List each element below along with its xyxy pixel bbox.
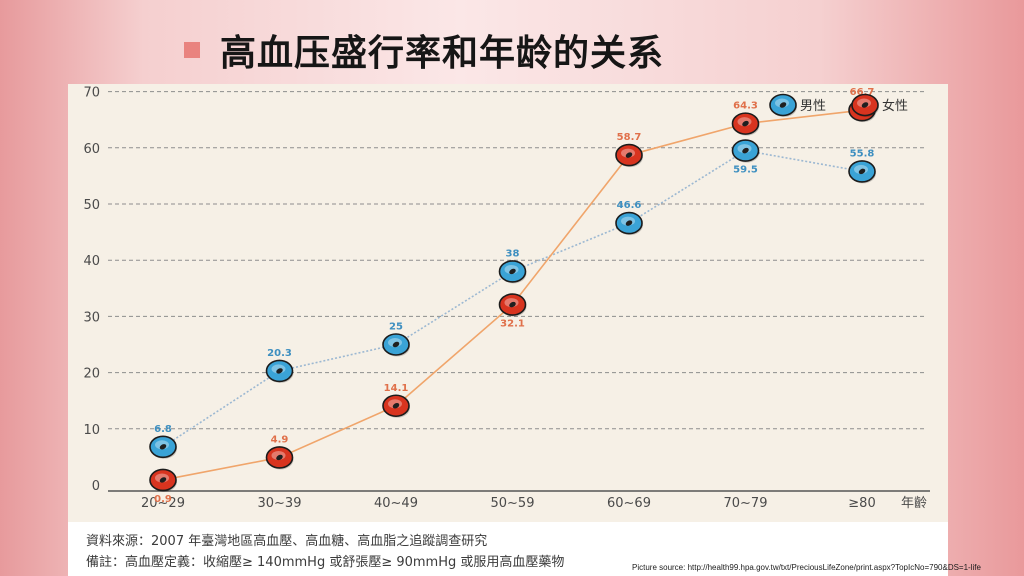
male-data-point <box>615 211 643 236</box>
data-label: 4.9 <box>271 434 289 445</box>
data-label: 38 <box>506 248 520 259</box>
female-data-point <box>149 468 177 492</box>
data-label: 66.7 <box>850 87 875 98</box>
chart-panel: 0102030405060708020~2930~3940~4950~5960~… <box>68 84 948 576</box>
data-label: 46.6 <box>617 200 642 211</box>
male-data-point <box>848 160 876 184</box>
y-tick-label: 10 <box>83 423 100 438</box>
female-data-point <box>382 394 410 418</box>
data-label: 32.1 <box>500 319 525 330</box>
x-tick-label: 30~39 <box>258 496 302 511</box>
male-data-point <box>382 333 410 357</box>
source-line: 資料來源：2007 年臺灣地區高血壓、高血糖、高血脂之追蹤調查研究 <box>86 534 488 549</box>
x-tick-label: ≥80 <box>848 496 875 511</box>
y-tick-label: 20 <box>83 367 100 382</box>
data-label: 59.5 <box>733 165 758 176</box>
data-label: 25 <box>389 322 403 333</box>
male-data-point <box>149 435 177 459</box>
x-tick-label: 50~59 <box>491 496 535 511</box>
data-label: 20.3 <box>267 348 292 359</box>
legend-male-icon <box>769 93 797 117</box>
female-data-point <box>498 293 527 317</box>
male-data-point <box>731 139 760 163</box>
y-tick-label: 60 <box>83 142 100 157</box>
legend-label: 男性 <box>800 99 826 114</box>
y-tick-label: 40 <box>83 254 100 269</box>
data-label: 64.3 <box>733 101 758 112</box>
x-axis-label: 年齡 <box>901 496 927 511</box>
male-data-point <box>265 359 294 383</box>
data-label: 55.8 <box>850 148 875 159</box>
title-bullet-icon <box>184 42 200 58</box>
picture-credit: Picture source: http://health99.hpa.gov.… <box>632 563 981 572</box>
female-data-point <box>615 143 643 168</box>
x-tick-label: 40~49 <box>374 496 418 511</box>
definition-line: 備註：高血壓定義：收縮壓≥ 140mmHg 或舒張壓≥ 90mmHg 或服用高血… <box>86 555 565 570</box>
x-tick-label: 60~69 <box>607 496 651 511</box>
legend-female-icon <box>851 93 879 117</box>
page-title: 高血压盛行率和年龄的关系 <box>220 32 665 74</box>
slide-title: 高血压盛行率和年龄的关系 <box>184 22 664 78</box>
y-tick-label: 50 <box>83 198 100 213</box>
female-data-point <box>265 446 294 470</box>
data-label: 14.1 <box>384 383 409 394</box>
male-data-point <box>498 260 527 284</box>
data-label: 0.9 <box>154 494 172 505</box>
data-label: 58.7 <box>617 132 642 143</box>
y-tick-label: 70 <box>83 86 100 101</box>
source-note: 資料來源：2007 年臺灣地區高血壓、高血糖、高血脂之追蹤調查研究 備註：高血壓… <box>68 522 948 576</box>
y-tick-label: 0 <box>92 479 100 494</box>
female-data-point <box>731 112 760 136</box>
data-label: 6.8 <box>154 424 172 435</box>
x-tick-label: 70~79 <box>724 496 768 511</box>
legend-label: 女性 <box>882 98 908 114</box>
x-tick-label: 20~29 <box>141 496 185 511</box>
y-tick-label: 30 <box>83 310 100 325</box>
line-chart: 0102030405060708020~2930~3940~4950~5960~… <box>83 86 930 511</box>
